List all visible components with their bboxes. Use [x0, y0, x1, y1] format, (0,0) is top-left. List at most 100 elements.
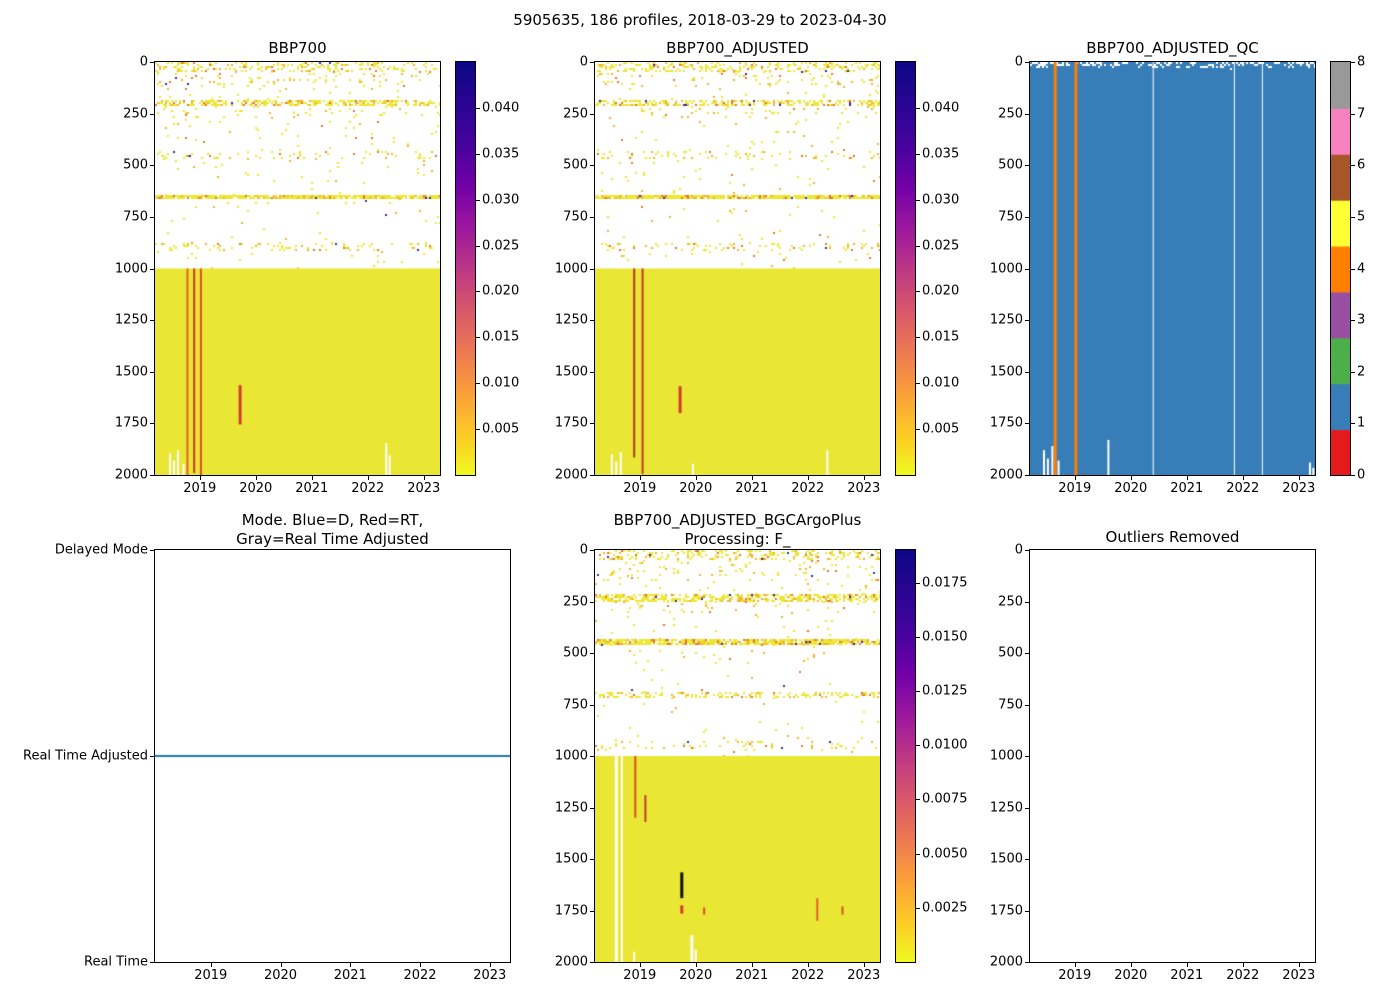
y-tick-label: 750	[998, 209, 1023, 225]
colorbar-tick-label: 0.015	[482, 329, 520, 345]
colorbar-canvas-bgcargoplus	[896, 550, 915, 962]
y-tick-label: 1250	[989, 312, 1023, 328]
y-tick-label: 500	[123, 157, 148, 173]
y-tick-mark	[590, 601, 594, 603]
colorbar-tick-label: 6	[1357, 157, 1366, 173]
y-tick-mark	[150, 320, 154, 322]
y-tick-label: 1750	[989, 415, 1023, 431]
y-tick-mark	[1025, 268, 1029, 270]
y-tick-mark	[590, 165, 594, 167]
x-tick-label: 2019	[623, 481, 657, 496]
plot-canvas-bbp700-adjusted-qc	[1030, 62, 1315, 475]
x-tick-mark	[199, 476, 201, 480]
plot-title-bgcargoplus: BBP700_ADJUSTED_BGCArgoPlus Processing: …	[613, 511, 862, 549]
colorbar-bbp700-adjusted	[895, 61, 916, 476]
colorbar-tick-label: 0.025	[482, 238, 520, 254]
x-tick-mark	[1130, 963, 1132, 967]
y-tick-mark	[1025, 550, 1029, 551]
x-tick-mark	[1186, 963, 1188, 967]
colorbar-tick-mark	[476, 153, 480, 155]
x-tick-label: 2020	[1114, 481, 1148, 496]
colorbar-tick-label: 0.040	[482, 100, 520, 116]
y-tick-label: 1000	[554, 748, 588, 764]
x-tick-mark	[210, 963, 212, 967]
y-tick-label: 0	[579, 542, 588, 558]
y-tick-mark	[590, 704, 594, 706]
y-tick-mark	[150, 756, 154, 757]
y-tick-label: 500	[563, 645, 588, 661]
x-tick-mark	[280, 963, 282, 967]
colorbar-tick-mark	[916, 690, 920, 692]
x-tick-label: 2022	[1226, 481, 1260, 496]
y-tick-label: 500	[998, 645, 1023, 661]
x-tick-label: 2021	[735, 481, 769, 496]
y-tick-mark	[150, 268, 154, 270]
colorbar-tick-mark	[1351, 371, 1355, 373]
y-tick-mark	[1025, 216, 1029, 218]
colorbar-tick-label: 0.030	[482, 192, 520, 208]
colorbar-tick-label: 0.020	[482, 283, 520, 299]
axes-bbp700-adjusted	[594, 61, 881, 476]
y-tick-label: 0	[139, 54, 148, 70]
x-tick-mark	[1242, 476, 1244, 480]
x-tick-mark	[311, 476, 313, 480]
y-tick-label: 1250	[114, 312, 148, 328]
x-tick-mark	[695, 963, 697, 967]
x-tick-mark	[1186, 476, 1188, 480]
x-tick-mark	[1242, 963, 1244, 967]
colorbar-tick-label: 0.010	[482, 375, 520, 391]
x-tick-label: 2019	[183, 481, 217, 496]
y-tick-label: 1500	[989, 851, 1023, 867]
x-tick-mark	[255, 476, 257, 480]
y-tick-label: 750	[563, 697, 588, 712]
axes-bbp700-adjusted-qc	[1029, 61, 1316, 476]
y-tick-mark	[1025, 165, 1029, 167]
y-tick-mark	[150, 962, 154, 963]
colorbar-canvas-bbp700	[456, 62, 475, 475]
y-tick-mark	[590, 910, 594, 912]
y-tick-mark	[1025, 423, 1029, 425]
y-tick-label: 2000	[554, 467, 588, 483]
colorbar-bgcargoplus	[895, 549, 916, 963]
y-tick-mark	[1025, 320, 1029, 322]
colorbar-tick-mark	[916, 245, 920, 247]
x-tick-mark	[639, 963, 641, 967]
plot-canvas-outliers-removed	[1030, 550, 1315, 962]
y-tick-label: 1000	[114, 261, 148, 276]
y-tick-label: Real Time Adjusted	[23, 748, 148, 764]
x-tick-label: 2021	[1170, 968, 1204, 983]
colorbar-tick-mark	[476, 337, 480, 339]
plot-canvas-bgcargoplus	[595, 550, 880, 962]
x-tick-label: 2021	[1170, 481, 1204, 496]
colorbar-tick-mark	[916, 153, 920, 155]
x-tick-mark	[1074, 963, 1076, 967]
x-tick-label: 2022	[791, 481, 825, 496]
y-tick-label: 500	[998, 157, 1023, 173]
y-tick-mark	[150, 423, 154, 425]
x-tick-label: 2021	[735, 968, 769, 983]
y-tick-mark	[590, 859, 594, 860]
y-tick-mark	[1025, 859, 1029, 860]
y-tick-label: 1500	[989, 364, 1023, 380]
colorbar-tick-mark	[916, 853, 920, 855]
colorbar-tick-label: 0.0025	[922, 900, 968, 916]
colorbar-bbp700	[455, 61, 476, 476]
colorbar-tick-mark	[916, 107, 920, 109]
y-tick-label: 1750	[989, 903, 1023, 918]
y-tick-mark	[590, 475, 594, 476]
colorbar-tick-label: 0.010	[922, 375, 960, 391]
y-tick-mark	[590, 268, 594, 270]
y-tick-mark	[590, 962, 594, 963]
colorbar-tick-mark	[916, 383, 920, 385]
x-tick-label: 2020	[263, 968, 298, 983]
y-tick-label: 0	[1014, 542, 1023, 558]
y-tick-mark	[150, 475, 154, 476]
colorbar-tick-label: 4	[1357, 261, 1366, 276]
y-tick-mark	[150, 113, 154, 115]
x-tick-mark	[695, 476, 697, 480]
colorbar-tick-mark	[1351, 320, 1355, 322]
colorbar-bbp700-adjusted-qc	[1330, 61, 1351, 476]
x-tick-label: 2019	[1058, 968, 1092, 983]
colorbar-tick-mark	[1351, 216, 1355, 218]
y-tick-mark	[590, 62, 594, 63]
